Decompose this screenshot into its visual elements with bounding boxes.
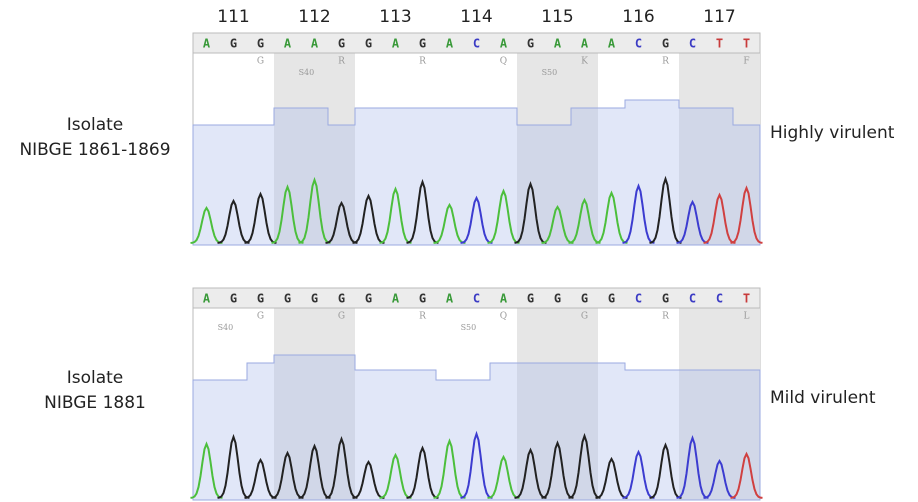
base-letter: G xyxy=(581,292,588,306)
base-letter: G xyxy=(554,292,561,306)
base-letter: G xyxy=(230,37,237,51)
amino-acid: K xyxy=(581,57,588,67)
base-letter: A xyxy=(203,292,211,306)
base-letter: A xyxy=(446,37,454,51)
base-letter: G xyxy=(365,292,372,306)
base-letter: C xyxy=(473,37,480,51)
isolate-label: NIBGE 1881 xyxy=(44,393,146,413)
base-letter: A xyxy=(284,37,292,51)
codon-number: 113 xyxy=(379,7,411,27)
amino-acid: R xyxy=(662,312,669,322)
base-letter: G xyxy=(527,292,534,306)
base-letter: A xyxy=(446,292,454,306)
codon-number: 111 xyxy=(217,7,249,27)
codon-number: 117 xyxy=(703,7,735,27)
base-letter: T xyxy=(743,37,750,51)
base-letter: G xyxy=(338,292,345,306)
isolate-label: Isolate xyxy=(67,115,124,135)
base-letter: A xyxy=(608,37,616,51)
amino-acid: G xyxy=(257,57,264,67)
site-label: S50 xyxy=(461,323,477,332)
base-letter: A xyxy=(581,37,589,51)
base-letter: A xyxy=(554,37,562,51)
base-letter: A xyxy=(500,292,508,306)
base-letter: C xyxy=(716,292,723,306)
base-letter: G xyxy=(365,37,372,51)
base-letter: G xyxy=(662,292,669,306)
base-letter: G xyxy=(527,37,534,51)
base-letter: C xyxy=(689,292,696,306)
amino-acid: G xyxy=(581,312,588,322)
base-letter: T xyxy=(743,292,750,306)
base-letter: G xyxy=(257,292,264,306)
figure: 111112113114115116117AGGAAGGAGACAGAAACGC… xyxy=(0,0,918,502)
base-letter: C xyxy=(635,292,642,306)
site-label: S40 xyxy=(299,68,315,77)
base-letter: G xyxy=(338,37,345,51)
quality-area xyxy=(193,100,760,245)
base-letter: G xyxy=(419,37,426,51)
base-letter: G xyxy=(662,37,669,51)
base-letter: T xyxy=(716,37,723,51)
base-letter: A xyxy=(311,37,319,51)
isolate-label: NIBGE 1861-1869 xyxy=(19,140,170,160)
amino-acid: F xyxy=(743,57,749,67)
base-letter: A xyxy=(500,37,508,51)
amino-acid: Q xyxy=(500,57,507,67)
base-letter: C xyxy=(689,37,696,51)
base-letter: A xyxy=(392,292,400,306)
amino-acid: G xyxy=(338,312,345,322)
amino-acid: L xyxy=(744,312,750,322)
base-letter: G xyxy=(257,37,264,51)
codon-number: 115 xyxy=(541,7,573,27)
amino-acid: R xyxy=(662,57,669,67)
site-label: S50 xyxy=(542,68,558,77)
base-letter: G xyxy=(230,292,237,306)
amino-acid: R xyxy=(419,312,426,322)
amino-acid: R xyxy=(419,57,426,67)
amino-acid: Q xyxy=(500,312,507,322)
virulence-label: Mild virulent xyxy=(770,388,876,408)
isolate-label: Isolate xyxy=(67,368,124,388)
codon-number: 116 xyxy=(622,7,654,27)
base-letter: C xyxy=(473,292,480,306)
base-letter: G xyxy=(419,292,426,306)
base-letter: G xyxy=(284,292,291,306)
site-label: S40 xyxy=(218,323,234,332)
amino-acid: G xyxy=(257,312,264,322)
codon-number: 112 xyxy=(298,7,330,27)
amino-acid: R xyxy=(338,57,345,67)
base-letter: C xyxy=(635,37,642,51)
base-letter: G xyxy=(608,292,615,306)
base-letter: G xyxy=(311,292,318,306)
virulence-label: Highly virulent xyxy=(770,123,895,143)
base-letter: A xyxy=(203,37,211,51)
base-letter: A xyxy=(392,37,400,51)
codon-number: 114 xyxy=(460,7,492,27)
